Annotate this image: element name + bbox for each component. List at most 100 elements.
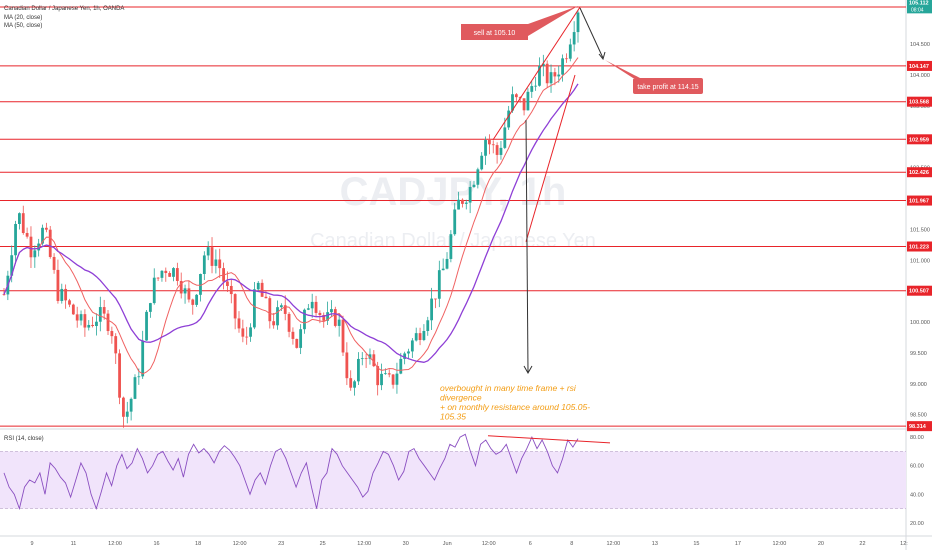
- candle-body: [449, 234, 453, 259]
- candle-body: [364, 358, 368, 360]
- candle-body: [545, 63, 549, 84]
- candle-body: [125, 411, 129, 417]
- candle-body: [487, 140, 491, 145]
- candle-body: [14, 223, 17, 256]
- candle-body: [10, 255, 14, 276]
- watermark-name: Canadian Dollar / Japanese Yen: [310, 230, 596, 252]
- candle-body: [52, 256, 56, 270]
- time-tick-label: 12:00: [482, 541, 496, 547]
- candle-body: [233, 294, 237, 319]
- candle-body: [530, 86, 534, 92]
- level-price-label: 103.568: [909, 100, 929, 106]
- candle-body: [272, 321, 276, 326]
- candle-body: [295, 338, 299, 348]
- time-tick-label: 12:00: [233, 541, 247, 547]
- candle-body: [249, 327, 252, 337]
- candle-body: [333, 309, 337, 326]
- candle-body: [179, 280, 183, 294]
- candle-body: [137, 376, 141, 378]
- candle-body: [430, 298, 434, 321]
- candle-body: [472, 184, 476, 187]
- candle-body: [83, 314, 87, 328]
- price-tick-label: 99.000: [910, 382, 927, 388]
- candle-body: [210, 247, 214, 266]
- candle-body: [387, 373, 391, 375]
- candle-body: [468, 186, 472, 203]
- candle-body: [422, 331, 426, 340]
- candle-body: [75, 314, 79, 321]
- candle-body: [199, 273, 202, 295]
- candle-body: [526, 91, 530, 111]
- level-price-label: 102.959: [909, 137, 929, 143]
- price-tick-label: 104.000: [910, 73, 930, 79]
- candle-body: [71, 304, 75, 315]
- level-price-tag: [907, 96, 932, 107]
- price-tick-label: 101.000: [910, 258, 930, 264]
- candle-body: [395, 373, 399, 385]
- candle-body: [18, 213, 21, 224]
- candle-body: [453, 209, 457, 235]
- candle-body: [241, 328, 245, 337]
- level-price-tag: [907, 285, 932, 296]
- candle-body: [380, 373, 383, 386]
- candle-body: [95, 321, 98, 327]
- level-price-tag: [907, 167, 932, 178]
- candle-body: [2, 294, 6, 296]
- time-tick-label: 13: [652, 541, 658, 547]
- price-tick-label: 104.500: [910, 42, 930, 48]
- candle-body: [499, 147, 503, 155]
- rsi-tick-label: 20.00: [910, 521, 924, 527]
- candle-body: [399, 358, 403, 374]
- level-price-tag: [907, 195, 932, 206]
- candle-body: [549, 72, 553, 84]
- candle-body: [330, 309, 333, 313]
- candle-body: [102, 307, 106, 314]
- time-tick-label: 6: [529, 541, 532, 547]
- level-price-label: 98.314: [909, 424, 927, 430]
- candle-body: [522, 98, 526, 111]
- level-price-label: 104.147: [909, 64, 929, 70]
- candle-body: [79, 314, 83, 321]
- candle-body: [133, 377, 137, 399]
- sell-arrow-head: [598, 51, 606, 61]
- level-price-label: 102.426: [909, 170, 929, 176]
- note-line: overbought in many time frame + rsi: [440, 383, 577, 393]
- candle-body: [383, 373, 387, 375]
- candle-body: [484, 140, 487, 156]
- candle-body: [495, 145, 499, 155]
- candle-body: [534, 85, 538, 87]
- candle-body: [187, 288, 191, 300]
- candle-body: [561, 58, 564, 75]
- candle-body: [337, 319, 341, 326]
- candle-body: [557, 74, 561, 77]
- candle-body: [445, 258, 449, 269]
- candle-body: [553, 72, 557, 77]
- candle-body: [341, 319, 345, 353]
- candle-body: [21, 213, 25, 234]
- time-tick-label: Jun: [443, 541, 452, 547]
- time-tick-label: 12:00: [357, 541, 371, 547]
- candle-body: [164, 270, 168, 274]
- candle-body: [299, 329, 303, 348]
- candle-body: [129, 398, 133, 412]
- candle-body: [98, 307, 102, 322]
- candle-body: [64, 288, 68, 301]
- candle-body: [572, 32, 576, 45]
- time-tick-label: 30: [403, 541, 409, 547]
- candle-body: [568, 44, 572, 59]
- candle-body: [106, 313, 110, 332]
- candle-body: [457, 199, 460, 210]
- candle-body: [172, 268, 175, 277]
- candle-body: [229, 285, 233, 295]
- current-price-time: 08:04: [911, 7, 924, 13]
- candle-body: [326, 312, 329, 321]
- time-tick-label: 12:00: [108, 541, 122, 547]
- ma50-legend: MA (50, close): [4, 23, 43, 29]
- candle-body: [410, 340, 414, 352]
- candle-body: [237, 318, 241, 329]
- candle-body: [245, 336, 249, 338]
- candle-body: [318, 312, 322, 316]
- ma50-line: [3, 83, 579, 363]
- candle-body: [25, 233, 29, 237]
